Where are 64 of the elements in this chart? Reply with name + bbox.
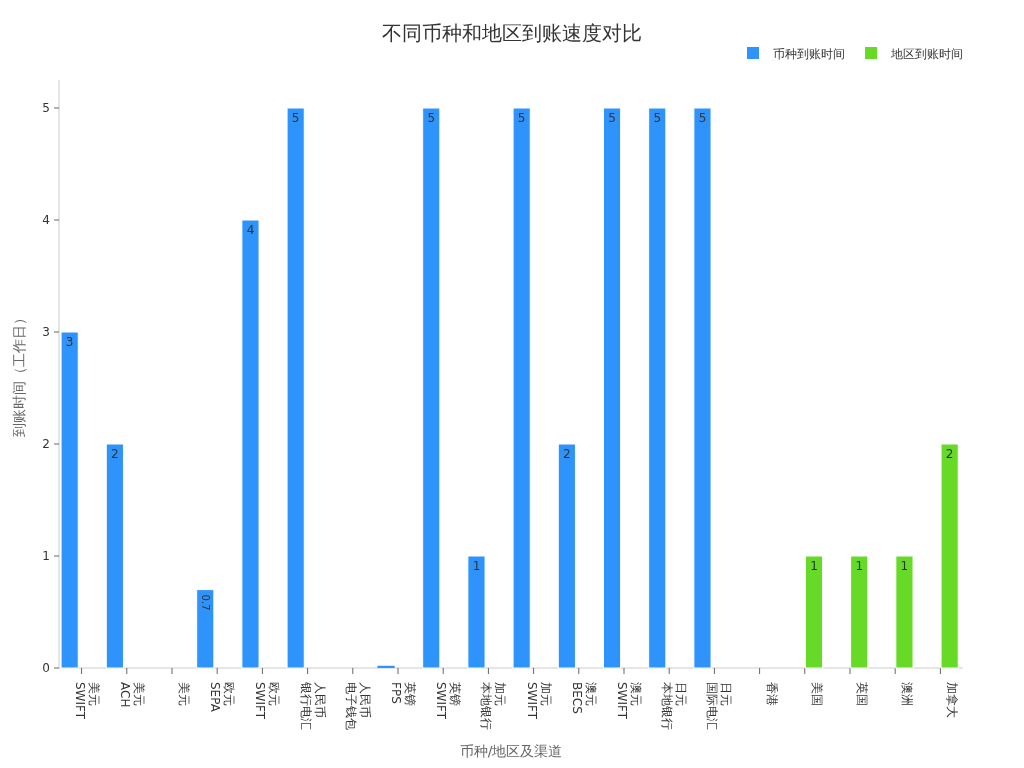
y-tick-label: 0 — [42, 661, 50, 675]
bar — [648, 107, 667, 669]
bar — [60, 331, 79, 669]
data-label: 3 — [65, 335, 74, 349]
data-label: 1 — [900, 559, 909, 573]
data-label: 5 — [653, 111, 662, 125]
y-tick-label: 4 — [42, 213, 50, 227]
bar — [557, 443, 576, 669]
bar — [940, 443, 959, 669]
x-tick-label: 日元国际电汇 — [705, 682, 734, 730]
data-label: 1 — [472, 559, 481, 573]
x-tick-label: 日元本地银行 — [660, 682, 689, 730]
data-label: 4 — [246, 223, 255, 237]
legend-label: 币种到账时间 — [773, 47, 845, 61]
x-tick-label: 欧元 SWIFT — [253, 682, 282, 720]
x-tick-label: 加元本地银行 — [479, 682, 508, 730]
x-tick-label: 香港 — [764, 682, 779, 706]
bar — [196, 589, 215, 669]
data-label: 5 — [517, 111, 526, 125]
data-label: 2 — [111, 447, 119, 461]
y-tick-label: 1 — [42, 549, 50, 563]
bar — [693, 107, 712, 669]
x-tick-label: 澳元 SWIFT — [615, 682, 643, 720]
y-axis-title: 到账时间（工作日） — [11, 311, 27, 437]
bar — [804, 555, 824, 669]
bar — [377, 665, 395, 668]
x-tick-label: 英镑 FPS — [389, 682, 417, 706]
x-tick-label: 加拿大 — [945, 682, 960, 718]
x-tick-label: 美元 — [177, 682, 191, 706]
data-label: 5 — [698, 111, 707, 125]
x-tick-label: 人民币银行电汇 — [298, 681, 327, 730]
data-label: 5 — [608, 111, 616, 125]
bar — [286, 107, 305, 669]
x-tick-label: 澳洲 — [900, 682, 915, 706]
bar — [850, 555, 869, 669]
x-tick-label: 英镑 SWIFT — [434, 682, 463, 720]
data-label: 2 — [563, 447, 571, 461]
x-tick-label: 美元 SWIFT — [72, 682, 101, 720]
data-label: 1 — [855, 559, 864, 573]
x-tick-label: 英国 — [855, 682, 869, 706]
bar — [895, 555, 914, 669]
data-label: 0.7 — [200, 594, 212, 611]
y-tick-label: 2 — [42, 437, 50, 451]
bar — [467, 555, 486, 669]
bar — [241, 219, 260, 669]
x-tick-label: 人民币电子钱包 — [343, 682, 372, 730]
data-label: 5 — [291, 111, 300, 125]
data-label: 5 — [427, 111, 436, 125]
bar — [512, 107, 531, 669]
data-label: 1 — [810, 559, 818, 573]
bar — [105, 443, 124, 669]
data-label: 2 — [945, 447, 954, 461]
x-tick-label: 欧元 SEPA — [208, 682, 237, 713]
x-tick-label: 美国 — [809, 682, 824, 706]
y-tick-label: 5 — [42, 101, 50, 115]
x-tick-label: 美元 ACH — [117, 682, 146, 708]
y-tick-label: 3 — [42, 325, 50, 339]
chart-title: 不同币种和地区到账速度对比 — [382, 21, 642, 45]
legend-label: 地区到账时间 — [890, 47, 963, 61]
x-axis-title: 币种/地区及渠道 — [459, 743, 563, 759]
x-tick-label: 加元 SWIFT — [524, 682, 553, 720]
bar — [422, 107, 441, 669]
x-tick-label: 澳元 BECS — [569, 682, 598, 714]
bar — [602, 107, 622, 669]
